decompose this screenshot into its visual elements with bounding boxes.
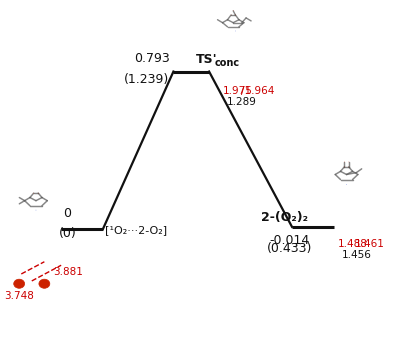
Text: 0: 0 bbox=[63, 207, 71, 220]
Text: 1.289: 1.289 bbox=[227, 97, 257, 107]
Text: 2-(O₂)₂: 2-(O₂)₂ bbox=[260, 211, 307, 224]
Text: -0.014: -0.014 bbox=[270, 234, 310, 247]
Text: (0.433): (0.433) bbox=[267, 242, 312, 254]
Text: [¹O₂···2-O₂]: [¹O₂···2-O₂] bbox=[105, 225, 167, 235]
Text: conc: conc bbox=[214, 58, 239, 68]
Text: 1.488: 1.488 bbox=[337, 239, 367, 248]
Text: TS': TS' bbox=[195, 53, 217, 66]
Text: 1.975: 1.975 bbox=[223, 86, 252, 96]
Text: 3.748: 3.748 bbox=[4, 291, 34, 302]
Text: (0): (0) bbox=[58, 227, 76, 240]
Text: 0.793: 0.793 bbox=[134, 52, 169, 65]
Text: 3.881: 3.881 bbox=[53, 267, 83, 277]
Text: 1.461: 1.461 bbox=[355, 239, 385, 248]
Circle shape bbox=[39, 279, 50, 288]
Text: (1.239): (1.239) bbox=[124, 73, 169, 86]
Text: /1.964: /1.964 bbox=[241, 86, 274, 96]
Circle shape bbox=[14, 279, 25, 288]
Text: 1.456: 1.456 bbox=[341, 250, 371, 260]
